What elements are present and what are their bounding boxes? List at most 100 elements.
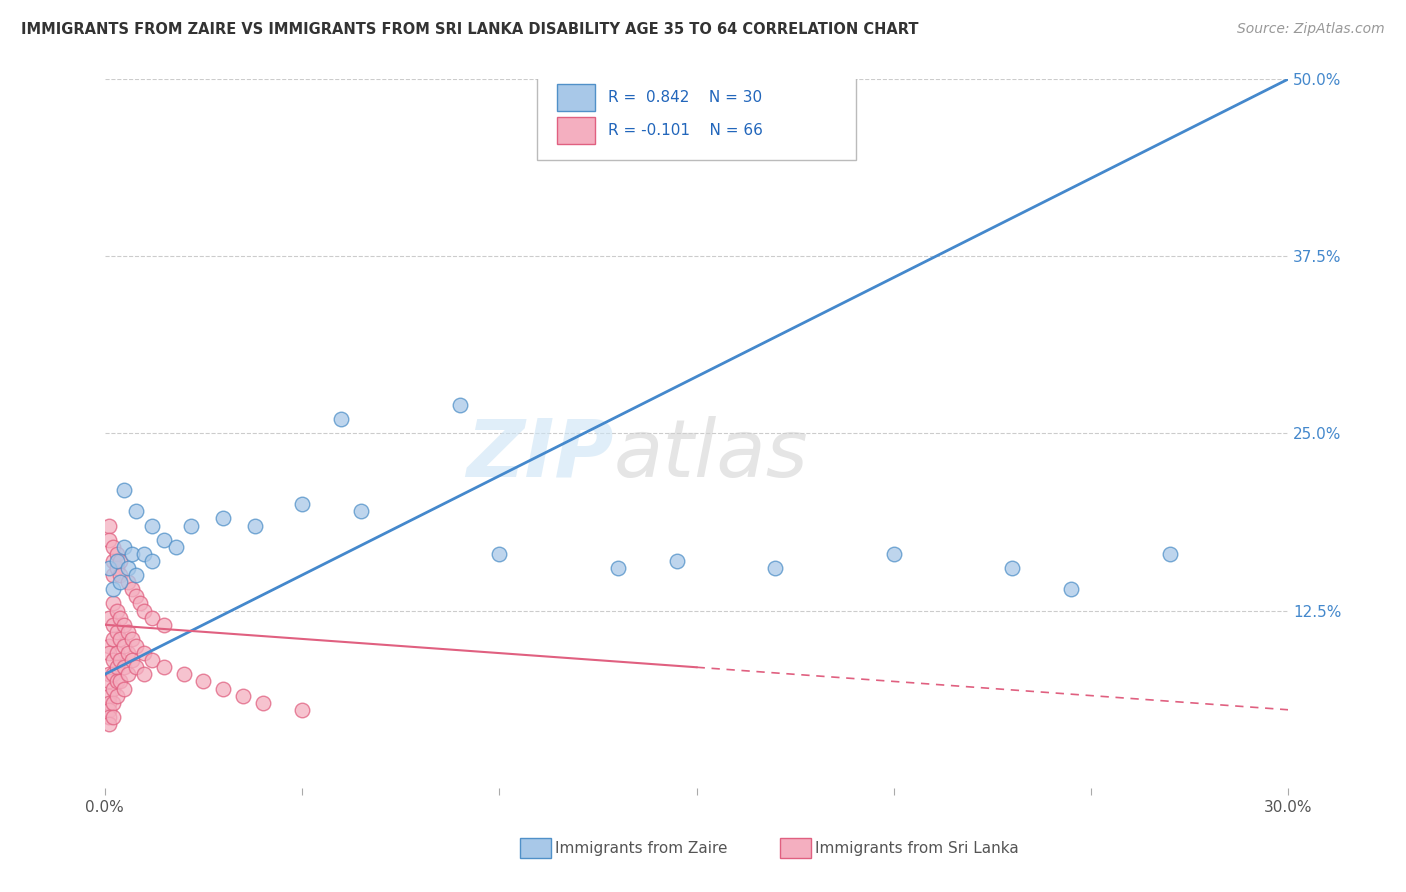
Point <box>97 696 120 710</box>
Point <box>101 540 124 554</box>
Point <box>153 660 176 674</box>
Point <box>97 717 120 731</box>
Point <box>121 632 143 646</box>
Point <box>665 554 688 568</box>
Point <box>212 681 235 696</box>
Point <box>101 617 124 632</box>
Point <box>105 646 128 660</box>
Point <box>105 603 128 617</box>
Point <box>125 504 148 518</box>
Point <box>101 582 124 597</box>
Point <box>97 674 120 689</box>
Text: R = -0.101    N = 66: R = -0.101 N = 66 <box>607 123 762 138</box>
Point <box>105 554 128 568</box>
Point <box>97 646 120 660</box>
Point <box>173 667 195 681</box>
Point <box>105 674 128 689</box>
Point <box>121 582 143 597</box>
Point <box>105 689 128 703</box>
Point <box>291 497 314 511</box>
Point <box>330 412 353 426</box>
Text: Immigrants from Zaire: Immigrants from Zaire <box>555 841 728 855</box>
Point <box>117 624 139 639</box>
Text: IMMIGRANTS FROM ZAIRE VS IMMIGRANTS FROM SRI LANKA DISABILITY AGE 35 TO 64 CORRE: IMMIGRANTS FROM ZAIRE VS IMMIGRANTS FROM… <box>21 22 918 37</box>
Point <box>125 590 148 604</box>
Point <box>97 710 120 724</box>
Point <box>117 667 139 681</box>
Point <box>110 610 132 624</box>
Point <box>765 561 787 575</box>
Point <box>97 518 120 533</box>
FancyBboxPatch shape <box>537 72 856 161</box>
Point <box>97 561 120 575</box>
Point <box>101 653 124 667</box>
Point <box>110 653 132 667</box>
Point <box>101 696 124 710</box>
Point <box>291 703 314 717</box>
Point <box>117 575 139 590</box>
Point <box>153 617 176 632</box>
Point <box>232 689 254 703</box>
Point <box>112 660 135 674</box>
Point <box>110 568 132 582</box>
Point <box>97 689 120 703</box>
Point <box>125 660 148 674</box>
Point <box>165 540 187 554</box>
Point <box>97 533 120 547</box>
Point <box>110 554 132 568</box>
Text: Immigrants from Sri Lanka: Immigrants from Sri Lanka <box>815 841 1019 855</box>
Point <box>97 639 120 653</box>
Point <box>212 511 235 525</box>
Text: R =  0.842    N = 30: R = 0.842 N = 30 <box>607 90 762 105</box>
Point <box>101 554 124 568</box>
Point <box>449 398 471 412</box>
Point <box>141 610 163 624</box>
Point <box>153 533 176 547</box>
Text: atlas: atlas <box>613 416 808 493</box>
Point <box>97 667 120 681</box>
Point <box>134 667 156 681</box>
Point <box>141 653 163 667</box>
Point <box>1001 561 1024 575</box>
Point <box>883 547 905 561</box>
Point <box>134 646 156 660</box>
Point <box>488 547 510 561</box>
Point <box>141 554 163 568</box>
Bar <box>557 117 595 145</box>
Point <box>121 653 143 667</box>
Point <box>101 667 124 681</box>
Point <box>193 674 215 689</box>
Point <box>101 632 124 646</box>
Point <box>117 561 139 575</box>
Point <box>110 674 132 689</box>
Point <box>112 540 135 554</box>
Point <box>105 547 128 561</box>
Point <box>350 504 373 518</box>
Point <box>101 710 124 724</box>
Point <box>252 696 274 710</box>
Point <box>141 518 163 533</box>
Point <box>606 561 628 575</box>
Point <box>101 568 124 582</box>
Point <box>101 597 124 611</box>
Point <box>125 568 148 582</box>
Point <box>117 646 139 660</box>
Point <box>101 681 124 696</box>
Point <box>97 703 120 717</box>
Point <box>105 624 128 639</box>
Point <box>112 681 135 696</box>
Text: ZIP: ZIP <box>467 416 613 493</box>
Point <box>105 561 128 575</box>
Point <box>125 639 148 653</box>
Bar <box>557 84 595 111</box>
Point <box>1159 547 1181 561</box>
Text: Source: ZipAtlas.com: Source: ZipAtlas.com <box>1237 22 1385 37</box>
Point <box>180 518 202 533</box>
Point <box>134 603 156 617</box>
Point <box>243 518 266 533</box>
Point <box>110 575 132 590</box>
Point <box>105 660 128 674</box>
Point <box>110 632 132 646</box>
Point <box>112 617 135 632</box>
Point <box>129 597 152 611</box>
